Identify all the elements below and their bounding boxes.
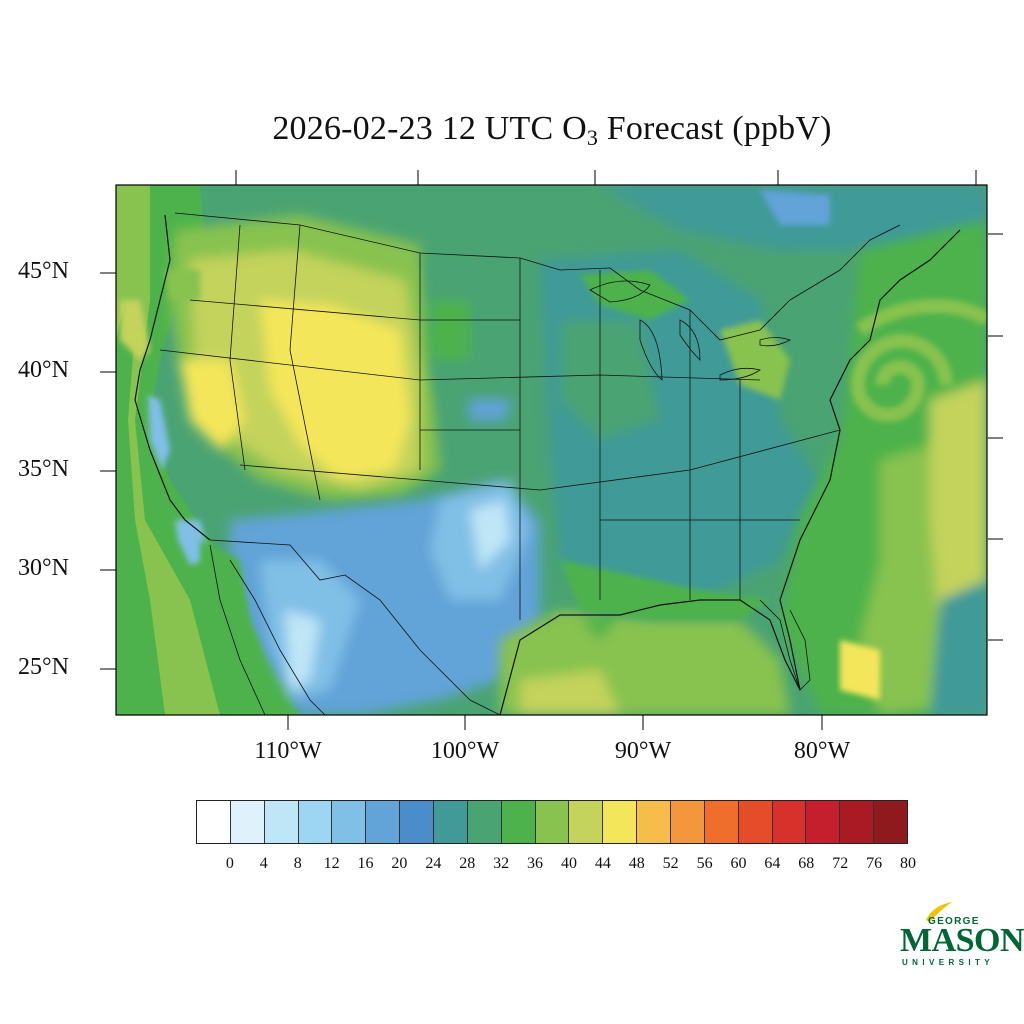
colorbar-segment	[501, 801, 536, 843]
lake-ontario	[759, 337, 792, 347]
gulf-ozone	[500, 610, 790, 715]
state-line	[289, 224, 321, 501]
colorbar-segment	[264, 801, 299, 843]
western-high-ozone	[170, 215, 440, 500]
lat-label-45: 45°N	[18, 258, 69, 284]
colorbar-tick-label: 68	[798, 855, 815, 872]
mexico-coast-ozone	[200, 540, 300, 715]
george-mason-logo: GEORGE MASON UNIVERSITY	[898, 898, 1024, 970]
lon-label-100w: 100°W	[430, 738, 500, 764]
colorbar-segment	[874, 801, 908, 843]
colorbar-segment	[298, 801, 333, 843]
colorbar-tick-label: 12	[323, 855, 340, 872]
lake-huron	[679, 319, 701, 361]
colorbar-segment	[467, 801, 502, 843]
florida-coast	[759, 599, 811, 691]
colorbar-tick-label: 20	[391, 855, 408, 872]
texas-low-ozone	[230, 480, 540, 715]
lake-superior	[589, 280, 651, 303]
canada-border	[174, 212, 901, 341]
colorbar-tick-label: 72	[832, 855, 849, 872]
logo-line-mason: MASON	[900, 922, 1024, 959]
atlantic-swirl	[850, 299, 987, 422]
colorbar-segment	[738, 801, 773, 843]
colorbar-segment	[569, 801, 604, 843]
colorbar-tick-label: 8	[293, 855, 302, 872]
colorbar-tick-label: 60	[730, 855, 747, 872]
baja-west-coast	[209, 544, 266, 716]
colorbar-segment	[840, 801, 875, 843]
colorbar-tick-label: 0	[225, 855, 234, 872]
colorbar-tick-label: 24	[425, 855, 442, 872]
colorbar-segment	[230, 801, 265, 843]
colorbar-tick-label: 56	[696, 855, 713, 872]
baja-coast	[229, 559, 326, 716]
state-line	[159, 349, 761, 381]
gulf-coastline	[499, 599, 801, 716]
colorbar-tick-label: 32	[493, 855, 510, 872]
colorbar-tick-label: 48	[628, 855, 645, 872]
lake-erie	[719, 367, 761, 381]
west-coastline	[134, 214, 211, 541]
east-coastline	[779, 229, 961, 691]
colorbar-tick-label: 16	[357, 855, 374, 872]
colorbar-segment	[806, 801, 841, 843]
pacific-far-region	[116, 300, 165, 715]
colorbar	[196, 800, 908, 844]
colorbar-tick-label: 4	[259, 855, 268, 872]
lake-michigan	[639, 319, 663, 381]
colorbar-segment	[400, 801, 435, 843]
central-plains-ozone	[430, 250, 530, 430]
logo-line-george: GEORGE	[928, 916, 980, 927]
colorbar-segment	[603, 801, 638, 843]
colorbar-tick-label: 44	[594, 855, 611, 872]
colorbar-tick-label: 36	[527, 855, 544, 872]
lon-label-110w: 110°W	[254, 738, 322, 764]
colorbar-segment	[671, 801, 705, 843]
colorbar-segment	[197, 801, 231, 843]
map-frame	[115, 184, 988, 716]
colorbar-segment	[772, 801, 807, 843]
lat-label-25: 25°N	[18, 654, 69, 680]
state-line	[229, 224, 246, 471]
colorbar-tick-label: 64	[764, 855, 781, 872]
colorbar-segment	[434, 801, 468, 843]
lat-label-35: 35°N	[18, 456, 69, 482]
state-line	[189, 299, 520, 321]
lat-label-40: 40°N	[18, 357, 69, 383]
boundaries	[134, 212, 961, 716]
logo-line-university: UNIVERSITY	[902, 958, 995, 967]
colorbar-segment	[535, 801, 570, 843]
colorbar-segment	[637, 801, 672, 843]
atlantic-ozone	[780, 220, 987, 715]
map-title: 2026-02-23 12 UTC O3 Forecast (ppbV)	[272, 110, 832, 150]
axis-ticks	[100, 170, 1003, 730]
colorbar-segment	[704, 801, 739, 843]
swoosh-icon	[926, 902, 952, 922]
colorbar-tick-label: 76	[866, 855, 883, 872]
gulf-coast-ozone	[560, 560, 770, 620]
lat-label-30: 30°N	[18, 555, 69, 581]
nw-coastal-ozone	[120, 270, 200, 360]
colorbar-segment	[332, 801, 367, 843]
mexico-border	[209, 539, 501, 716]
lon-label-80w: 80°W	[793, 738, 851, 764]
colorbar-tick-label: 52	[662, 855, 679, 872]
bahamas-ozone	[840, 640, 880, 700]
lon-label-90w: 90°W	[614, 738, 672, 764]
canada-low-patch	[760, 190, 830, 225]
colorbar-tick-label: 80	[900, 855, 916, 872]
colorbar-tick-label: 40	[560, 855, 577, 872]
colorbar-tick-label: 28	[459, 855, 476, 872]
great-lakes-ozone	[580, 270, 790, 400]
colorbar-segment	[366, 801, 401, 843]
